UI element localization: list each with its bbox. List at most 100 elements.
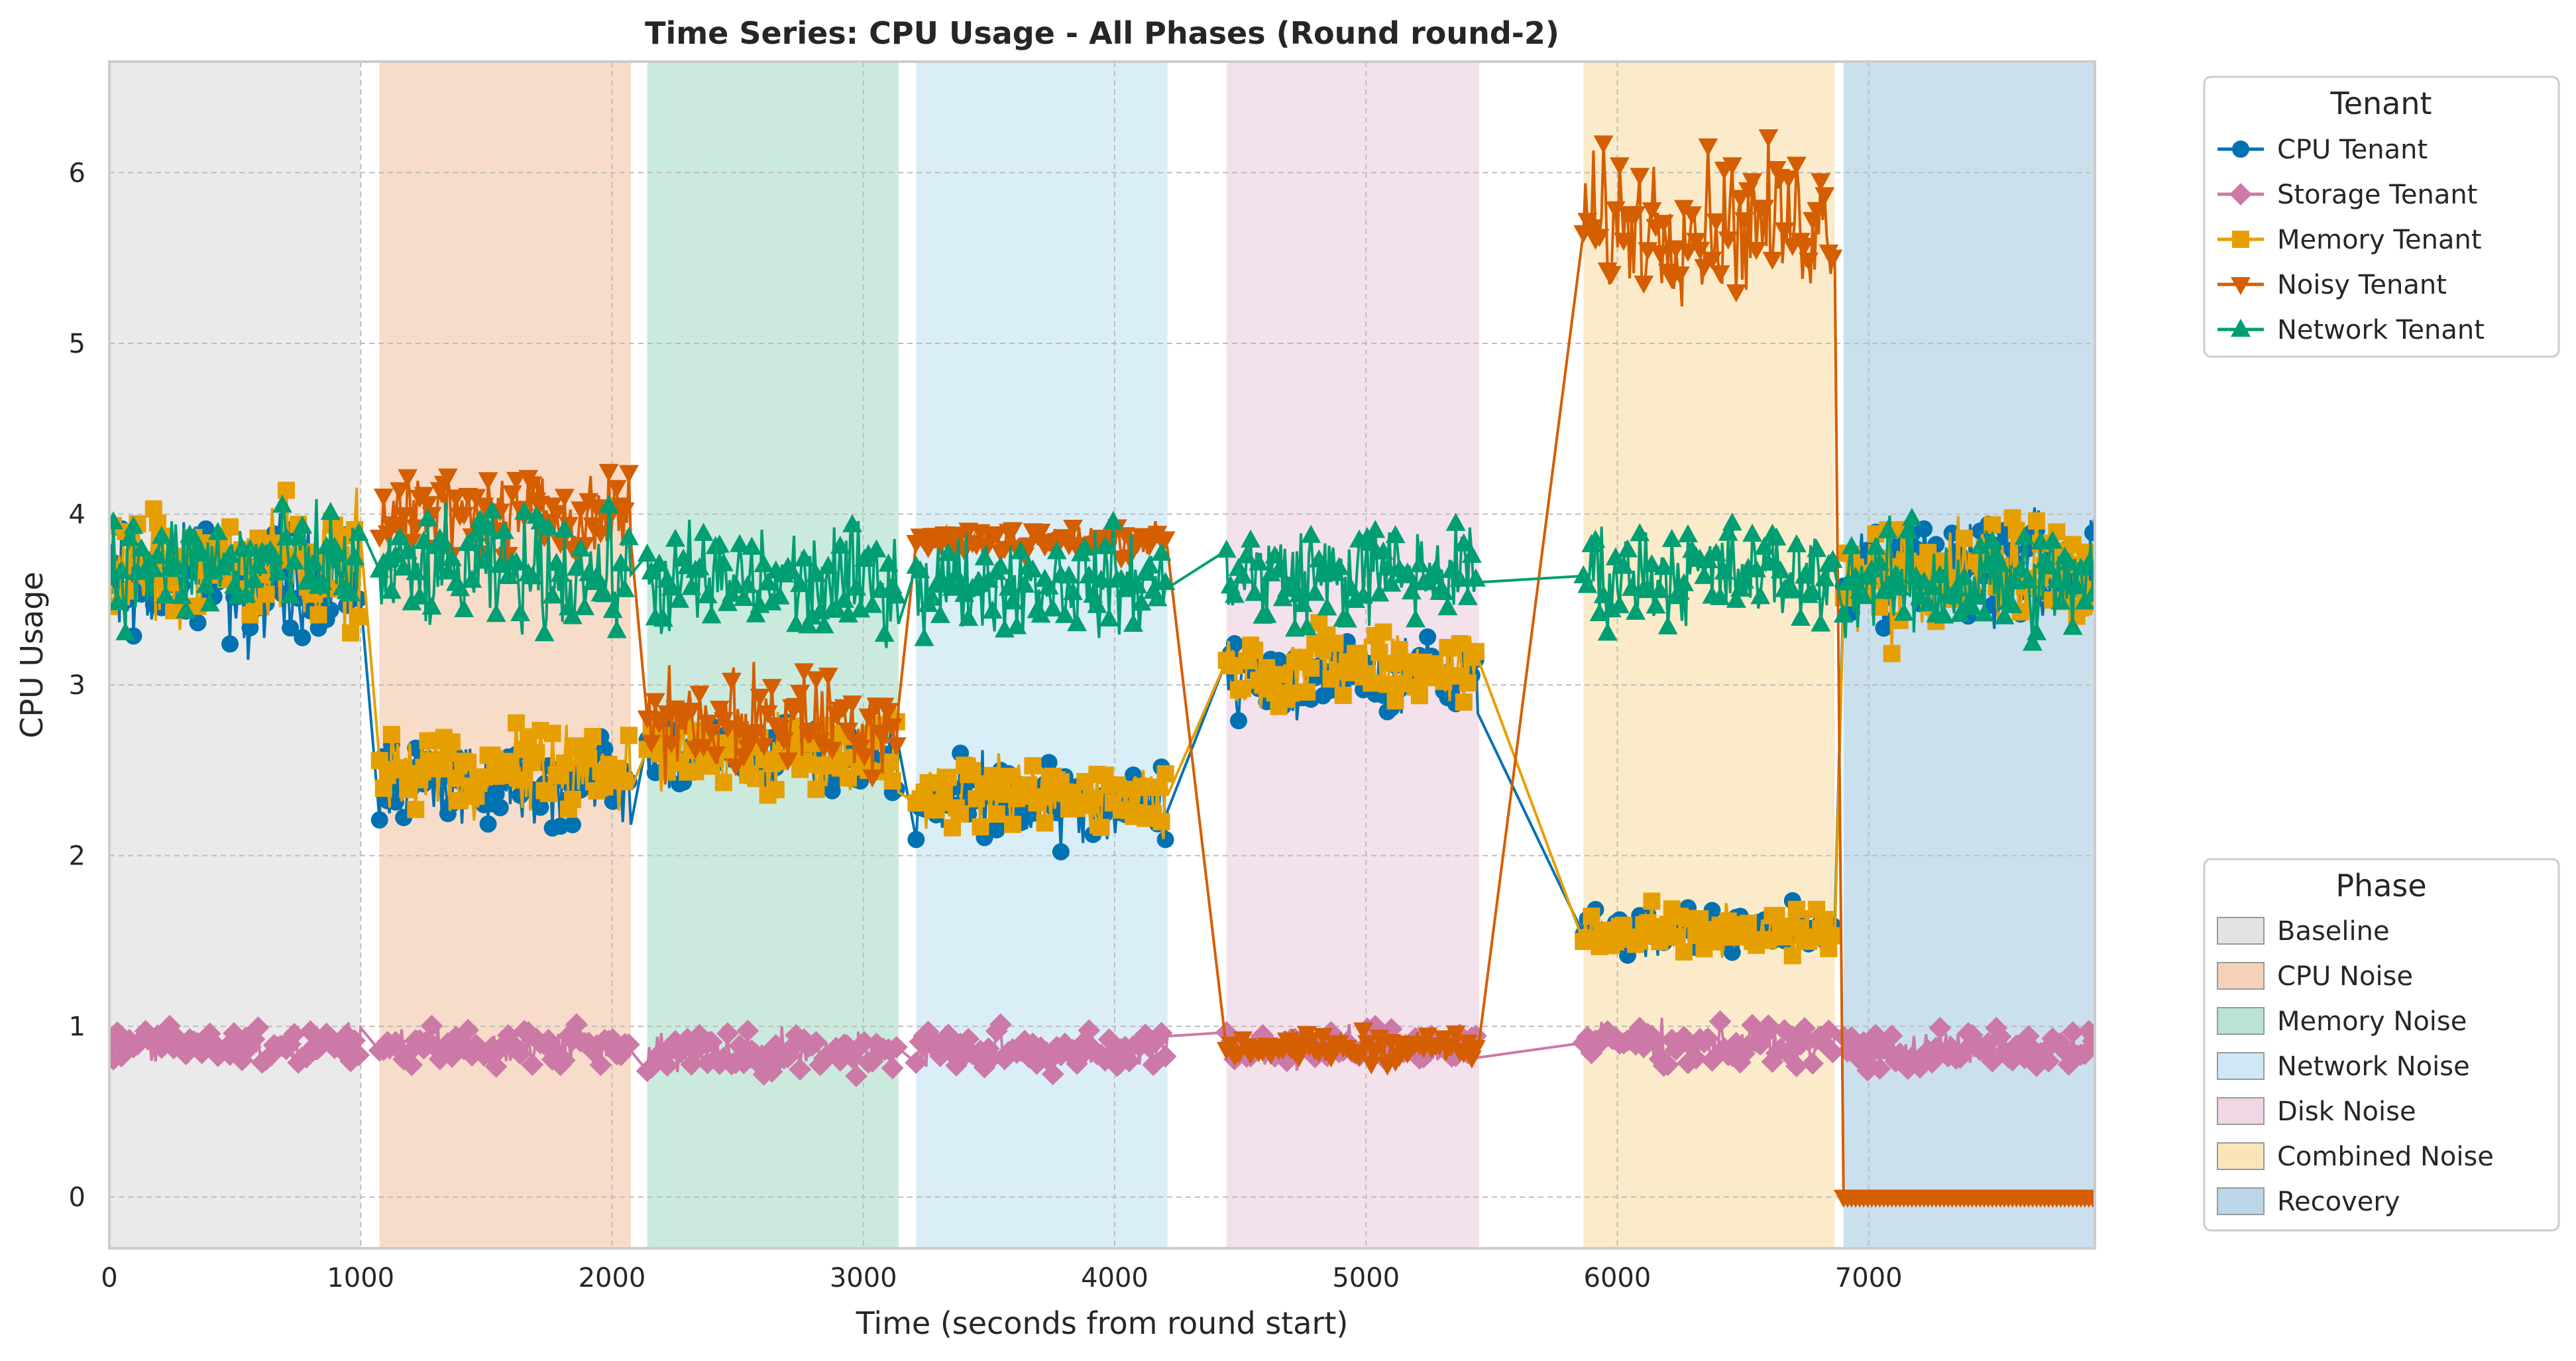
data-point-storage-tenant xyxy=(1041,1063,1064,1086)
data-point-network-tenant xyxy=(264,546,284,565)
data-point-noisy-tenant xyxy=(769,720,790,739)
legend-phase-frame xyxy=(2203,858,2560,1232)
data-point-network-tenant xyxy=(1397,562,1418,581)
data-point-storage-tenant xyxy=(861,1050,884,1073)
data-point-network-tenant xyxy=(713,553,734,571)
data-point-network-tenant xyxy=(1381,573,1402,592)
data-point-storage-tenant xyxy=(1150,1022,1173,1045)
series-layer xyxy=(109,129,2095,1208)
data-point-storage-tenant xyxy=(824,1036,848,1059)
data-point-storage-tenant xyxy=(1134,1023,1157,1046)
data-point-storage-tenant xyxy=(2061,1021,2084,1044)
data-point-storage-tenant xyxy=(1940,1037,1964,1060)
data-point-memory-tenant xyxy=(2028,512,2046,530)
data-point-memory-tenant xyxy=(1675,943,1693,961)
data-point-storage-tenant xyxy=(1977,1032,2000,1055)
data-point-storage-tenant xyxy=(1275,1049,1298,1073)
data-point-network-tenant xyxy=(1131,592,1152,611)
data-point-network-tenant xyxy=(1015,574,1035,593)
data-point-network-tenant xyxy=(1742,523,1763,542)
data-point-network-tenant xyxy=(1067,613,1088,632)
data-point-noisy-tenant xyxy=(862,769,883,788)
data-point-storage-tenant xyxy=(716,1022,739,1045)
data-point-network-tenant xyxy=(1966,586,1986,605)
data-point-storage-tenant xyxy=(1708,1010,1732,1033)
legend-label: Network Noise xyxy=(2277,1051,2470,1082)
data-point-noisy-tenant xyxy=(1653,215,1674,233)
data-point-noisy-tenant xyxy=(1613,233,1634,251)
data-point-network-tenant xyxy=(414,530,434,549)
legend-item-baseline: Baseline xyxy=(2217,916,2390,947)
data-point-memory-tenant xyxy=(747,770,765,788)
data-point-network-tenant xyxy=(345,547,365,565)
data-point-storage-tenant xyxy=(1989,1025,2012,1048)
data-point-network-tenant xyxy=(1449,568,1470,587)
data-point-memory-tenant xyxy=(972,818,989,836)
data-point-memory-tenant xyxy=(221,518,239,536)
data-point-network-tenant xyxy=(974,547,995,565)
data-point-memory-tenant xyxy=(451,792,469,809)
data-point-storage-tenant xyxy=(243,1028,266,1051)
data-point-storage-tenant xyxy=(728,1034,752,1057)
series-network-tenant xyxy=(109,495,2095,651)
legend-label: CPU Tenant xyxy=(2277,135,2428,165)
data-point-network-tenant xyxy=(1042,598,1063,617)
data-point-storage-tenant xyxy=(1868,1057,1891,1080)
data-point-network-tenant xyxy=(1605,547,1626,565)
data-point-network-tenant xyxy=(866,539,887,558)
data-point-memory-tenant xyxy=(1326,634,1344,652)
data-point-memory-tenant xyxy=(919,774,937,792)
data-point-memory-tenant xyxy=(714,774,732,792)
data-point-noisy-tenant xyxy=(1601,266,1622,284)
legend-item-memory-noise: Memory Noise xyxy=(2217,1006,2467,1037)
data-point-network-tenant xyxy=(693,522,714,541)
data-point-storage-tenant xyxy=(134,1020,157,1043)
data-point-network-tenant xyxy=(1782,580,1803,599)
data-point-storage-tenant xyxy=(1773,1019,1796,1042)
data-point-storage-tenant xyxy=(881,1057,904,1080)
data-point-network-tenant xyxy=(1722,512,1742,531)
x-tick-label: 3000 xyxy=(830,1263,897,1293)
data-point-network-tenant xyxy=(450,577,470,597)
data-point-network-tenant xyxy=(930,605,950,623)
legend-swatch xyxy=(2217,1052,2265,1080)
data-point-network-tenant xyxy=(2078,552,2095,571)
data-point-noisy-tenant xyxy=(842,695,862,714)
data-point-noisy-tenant xyxy=(598,463,619,483)
data-point-network-tenant xyxy=(1079,565,1099,583)
data-point-memory-tenant xyxy=(1816,911,1834,929)
data-point-noisy-tenant xyxy=(637,710,657,729)
data-point-network-tenant xyxy=(109,556,119,575)
legend-label: Noisy Tenant xyxy=(2277,270,2447,300)
data-point-network-tenant xyxy=(1694,565,1714,584)
data-point-network-tenant xyxy=(1750,586,1771,605)
x-tick-label: 5000 xyxy=(1332,1263,1400,1293)
data-point-network-tenant xyxy=(575,597,595,615)
y-tick-label: 5 xyxy=(69,329,85,359)
data-point-noisy-tenant xyxy=(1605,201,1626,219)
data-point-noisy-tenant xyxy=(1706,213,1726,232)
data-point-noisy-tenant xyxy=(1465,1039,1486,1059)
data-point-storage-tenant xyxy=(247,1016,270,1039)
y-axis-ticks: 0 1 2 3 4 5 6 xyxy=(69,158,85,1213)
data-point-network-tenant xyxy=(649,553,669,572)
data-point-network-tenant xyxy=(998,577,1019,596)
data-point-network-tenant xyxy=(1309,549,1329,567)
data-point-noisy-tenant xyxy=(918,540,938,559)
data-point-network-tenant xyxy=(922,587,942,606)
data-point-network-tenant xyxy=(1653,556,1674,575)
data-point-network-tenant xyxy=(240,538,260,558)
data-point-memory-tenant xyxy=(1467,642,1484,660)
data-point-network-tenant xyxy=(1795,565,1815,584)
data-point-storage-tenant xyxy=(2082,1030,2095,1053)
data-point-network-tenant xyxy=(697,585,718,603)
data-point-cpu-tenant xyxy=(987,821,1005,839)
data-point-network-tenant xyxy=(280,585,301,604)
legend-item-network-tenant: Network Tenant xyxy=(2217,315,2485,345)
data-point-network-tenant xyxy=(594,584,615,603)
data-point-network-tenant xyxy=(320,501,341,520)
data-point-network-tenant xyxy=(653,609,673,627)
data-point-noisy-tenant xyxy=(373,489,394,507)
data-point-noisy-tenant xyxy=(1742,173,1763,192)
data-point-network-tenant xyxy=(1385,524,1406,544)
